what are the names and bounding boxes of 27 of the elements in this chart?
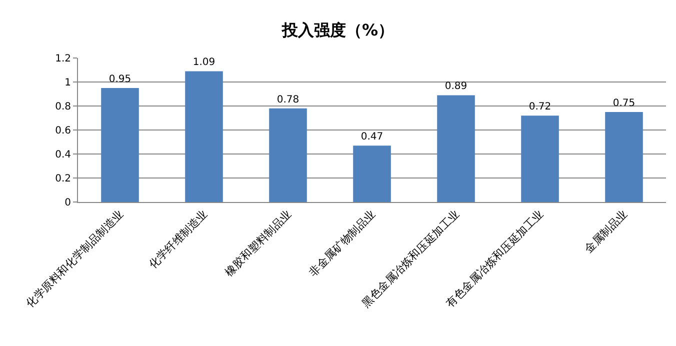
x-tick-label: 金属制品业 xyxy=(582,208,630,256)
x-tick-label: 非金属矿物制品业 xyxy=(306,208,378,279)
bar xyxy=(101,88,139,202)
chart-title: 投入强度（%） xyxy=(280,20,394,40)
x-tick-label: 化学纤维制造业 xyxy=(146,208,210,272)
bar xyxy=(605,112,643,202)
bar xyxy=(521,116,559,202)
data-label: 1.09 xyxy=(192,57,216,68)
x-tick-label: 橡胶和塑料制品业 xyxy=(222,208,294,279)
y-tick-label: 0 xyxy=(64,198,71,208)
bar xyxy=(269,108,307,202)
y-tick-label: 1 xyxy=(64,78,71,88)
data-label: 0.78 xyxy=(276,94,300,106)
y-tick-label: 0.4 xyxy=(55,150,71,160)
data-label: 0.47 xyxy=(360,132,384,143)
y-tick-label: 0.6 xyxy=(55,126,71,136)
x-tick-label: 化学原料和化学制品制造业 xyxy=(23,208,126,310)
data-label: 0.72 xyxy=(528,102,552,113)
y-tick-label: 1.2 xyxy=(55,54,71,64)
data-label: 0.89 xyxy=(444,81,468,92)
y-tick-label: 0.2 xyxy=(55,174,71,184)
bar xyxy=(437,95,475,202)
bar xyxy=(353,146,391,202)
data-label: 0.75 xyxy=(612,98,636,109)
y-tick-label: 0.8 xyxy=(55,102,71,112)
bar xyxy=(185,71,223,202)
data-label: 0.95 xyxy=(108,74,132,85)
